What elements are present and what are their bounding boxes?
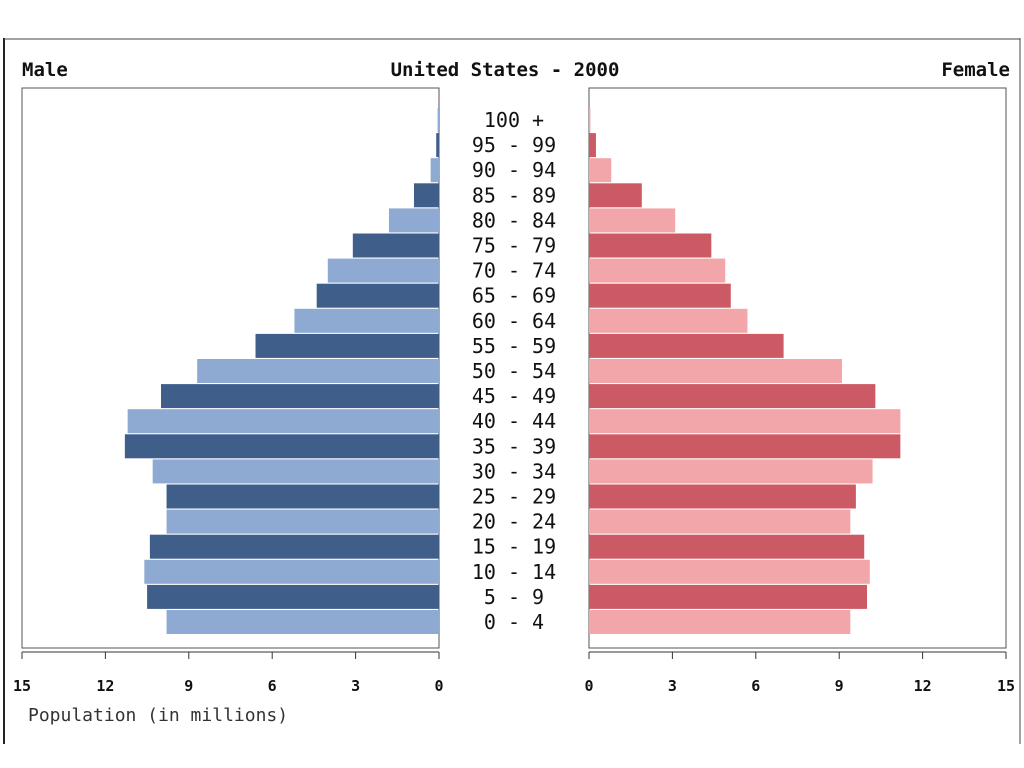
female-bar-45-49 xyxy=(589,384,876,409)
female-bars xyxy=(589,108,901,634)
female-tick-label: 6 xyxy=(751,677,760,695)
male-tick-label: 6 xyxy=(268,677,277,695)
female-tick-label: 0 xyxy=(584,677,593,695)
male-bar-15-19 xyxy=(149,534,439,559)
female-bar-30-34 xyxy=(589,459,873,484)
female-bar-25-29 xyxy=(589,484,856,509)
female-bar-15-19 xyxy=(589,534,865,559)
female-bar-50-54 xyxy=(589,359,842,383)
male-tick-label: 12 xyxy=(96,677,114,695)
female-tick-label: 3 xyxy=(668,677,677,695)
age-group-label: 35 - 39 xyxy=(472,434,556,458)
female-x-axis: 0 3 6 9 12 15 xyxy=(584,651,1015,695)
female-bar-40-44 xyxy=(589,409,901,434)
age-group-label: 40 - 44 xyxy=(472,409,556,433)
age-group-label: 0 - 4 xyxy=(484,610,544,634)
male-bar-10-14 xyxy=(144,559,439,584)
male-bar-35-39 xyxy=(124,434,440,459)
male-bar-80-84 xyxy=(388,208,439,233)
female-bar-0-4 xyxy=(589,610,851,634)
female-bar-60-64 xyxy=(589,308,748,333)
male-tick-label: 15 xyxy=(13,677,31,695)
male-tick-label: 3 xyxy=(351,677,360,695)
age-group-label: 65 - 69 xyxy=(472,284,556,308)
male-tick-label: 0 xyxy=(434,677,443,695)
female-bar-65-69 xyxy=(589,283,731,308)
age-group-label: 55 - 59 xyxy=(472,334,556,358)
female-label: Female xyxy=(941,59,1010,81)
male-bar-90-94 xyxy=(430,158,439,183)
male-bar-5-9 xyxy=(147,584,439,609)
age-group-label: 5 - 9 xyxy=(484,585,544,609)
female-bar-55-59 xyxy=(589,333,784,358)
male-bar-65-69 xyxy=(316,283,439,308)
age-group-label: 75 - 79 xyxy=(472,234,556,258)
male-bar-25-29 xyxy=(166,484,439,509)
age-group-label: 10 - 14 xyxy=(472,560,556,584)
age-group-label: 15 - 19 xyxy=(472,535,556,559)
female-tick-label: 12 xyxy=(914,677,932,695)
female-tick-label: 9 xyxy=(835,677,844,695)
male-bar-85-89 xyxy=(413,183,439,208)
chart-title: United States - 2000 xyxy=(391,59,620,81)
male-bar-30-34 xyxy=(152,459,439,484)
female-bar-75-79 xyxy=(589,233,712,258)
age-group-label: 90 - 94 xyxy=(472,158,556,182)
female-bar-5-9 xyxy=(589,584,867,609)
age-group-label: 50 - 54 xyxy=(472,359,556,383)
male-bars xyxy=(124,108,440,634)
male-label: Male xyxy=(22,59,68,81)
age-group-label: 70 - 74 xyxy=(472,259,556,283)
male-bar-95-99 xyxy=(436,133,439,158)
female-bar-80-84 xyxy=(589,208,676,233)
x-axis-label: Population (in millions) xyxy=(28,705,288,726)
female-tick-label: 15 xyxy=(997,677,1015,695)
female-bar-20-24 xyxy=(589,509,851,534)
male-bar-0-4 xyxy=(166,610,439,634)
male-x-axis: 15 12 9 6 3 0 xyxy=(13,651,444,695)
age-group-label: 60 - 64 xyxy=(472,309,556,333)
male-bar-100 xyxy=(437,108,439,132)
male-bar-55-59 xyxy=(255,333,439,358)
age-group-label: 100 + xyxy=(484,108,544,132)
male-bar-60-64 xyxy=(294,308,439,333)
female-bar-100 xyxy=(589,108,591,132)
male-bar-75-79 xyxy=(352,233,439,258)
female-bar-90-94 xyxy=(589,158,612,183)
age-group-label: 30 - 34 xyxy=(472,459,556,483)
male-bar-45-49 xyxy=(161,384,439,409)
age-group-label: 85 - 89 xyxy=(472,183,556,207)
female-bar-70-74 xyxy=(589,258,726,283)
male-bar-50-54 xyxy=(197,359,439,383)
male-bar-40-44 xyxy=(127,409,439,434)
female-bar-95-99 xyxy=(589,133,596,158)
age-group-label: 25 - 29 xyxy=(472,485,556,509)
female-bar-85-89 xyxy=(589,183,642,208)
age-group-label: 20 - 24 xyxy=(472,510,556,534)
age-group-label: 80 - 84 xyxy=(472,208,556,232)
male-bar-20-24 xyxy=(166,509,439,534)
male-tick-label: 9 xyxy=(184,677,193,695)
age-group-label: 95 - 99 xyxy=(472,133,556,157)
age-group-label: 45 - 49 xyxy=(472,384,556,408)
female-bar-35-39 xyxy=(589,434,901,459)
female-bar-10-14 xyxy=(589,559,870,584)
male-bar-70-74 xyxy=(327,258,439,283)
